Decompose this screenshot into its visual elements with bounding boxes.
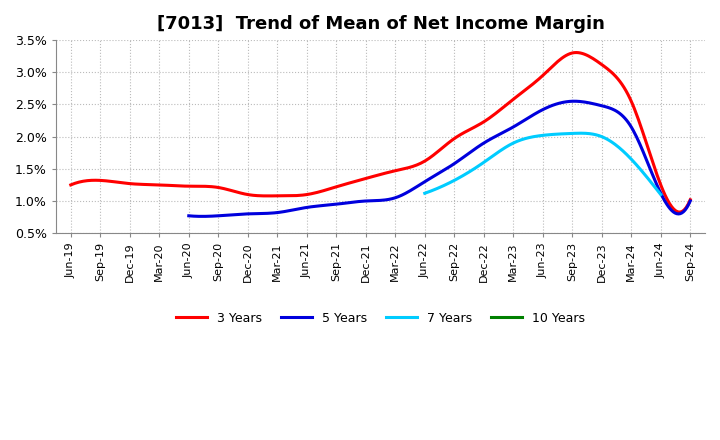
7 Years: [577, 131, 585, 136]
5 Years: [570, 99, 579, 104]
3 Years: [436, 147, 444, 153]
5 Years: [493, 133, 502, 138]
3 Years: [686, 197, 695, 202]
7 Years: [561, 131, 570, 136]
3 Years: [446, 139, 454, 144]
7 Years: [421, 191, 430, 196]
7 Years: [657, 192, 665, 197]
7 Years: [635, 165, 644, 171]
Line: 3 Years: 3 Years: [71, 52, 690, 212]
Legend: 3 Years, 5 Years, 7 Years, 10 Years: 3 Years, 5 Years, 7 Years, 10 Years: [171, 307, 590, 330]
7 Years: [560, 131, 569, 136]
5 Years: [686, 198, 695, 204]
Line: 5 Years: 5 Years: [189, 101, 690, 216]
7 Years: [420, 191, 429, 196]
5 Years: [198, 214, 207, 219]
3 Years: [433, 149, 442, 154]
3 Years: [590, 57, 599, 62]
5 Years: [483, 138, 492, 143]
3 Years: [572, 50, 580, 55]
Title: [7013]  Trend of Mean of Net Income Margin: [7013] Trend of Mean of Net Income Margi…: [156, 15, 605, 33]
5 Years: [611, 108, 619, 113]
3 Years: [66, 182, 75, 187]
7 Years: [565, 131, 574, 136]
3 Years: [630, 106, 639, 111]
5 Years: [642, 158, 651, 163]
7 Years: [620, 150, 629, 155]
5 Years: [186, 213, 195, 219]
3 Years: [68, 181, 77, 187]
Line: 7 Years: 7 Years: [425, 133, 661, 194]
5 Years: [485, 137, 493, 143]
5 Years: [184, 213, 193, 218]
3 Years: [675, 209, 684, 215]
